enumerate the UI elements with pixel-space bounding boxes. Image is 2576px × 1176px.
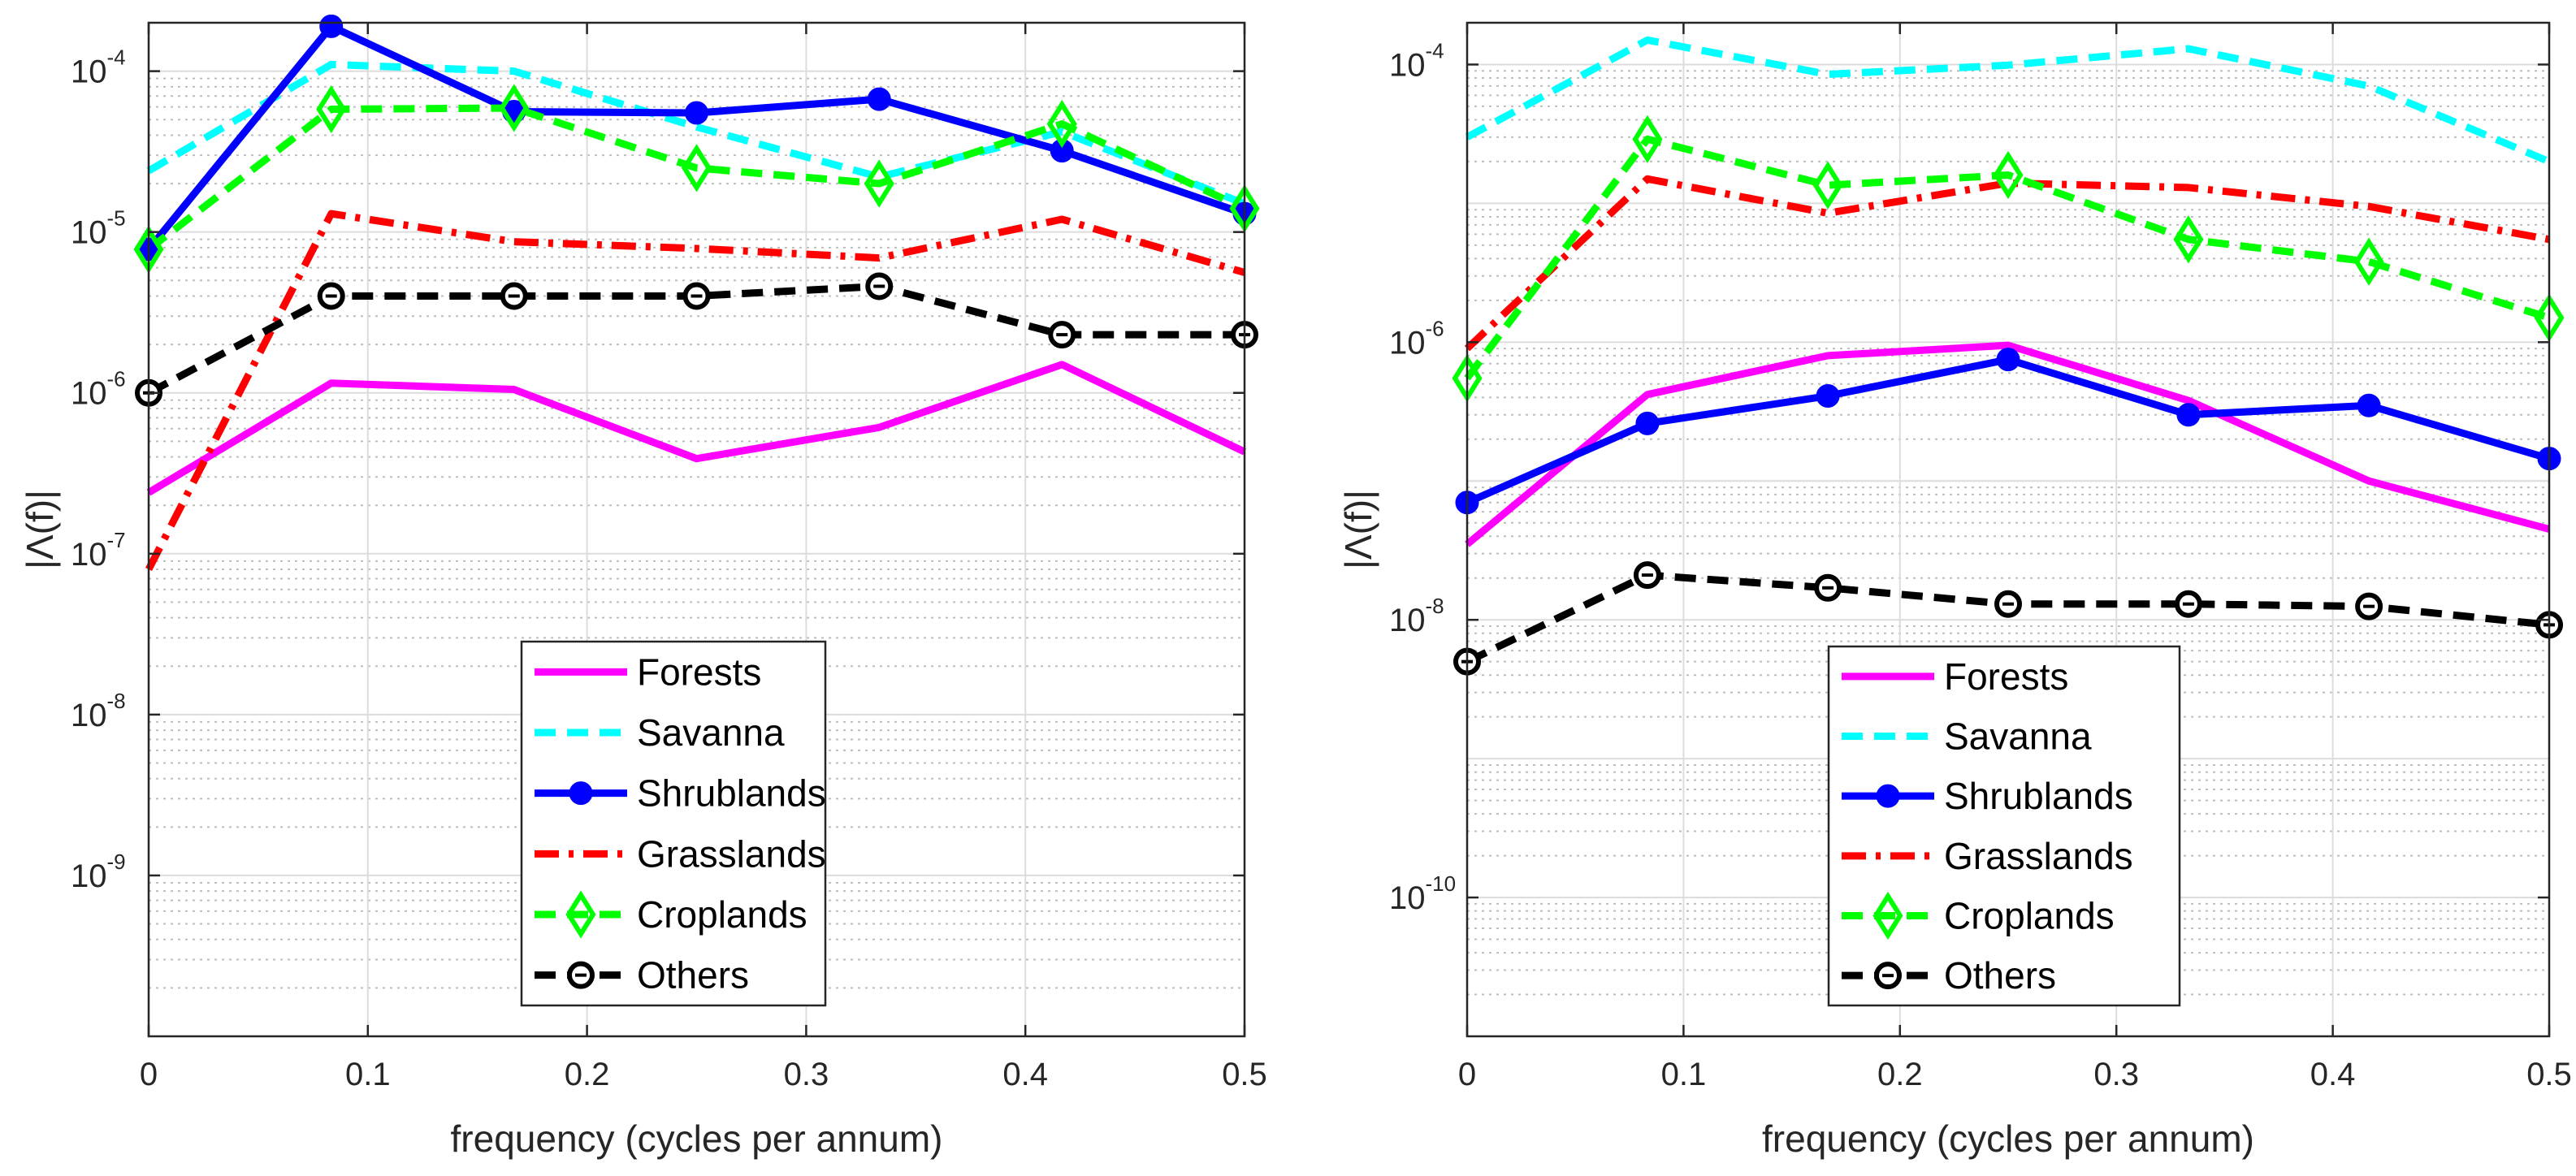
data-point-shrublands (1637, 413, 1658, 434)
legend: Forests Savanna Shrublands Grasslands Cropla… (1829, 646, 2180, 1005)
figure-canvas: 0 0.1 0.2 0.3 0.4 0.5 10-9 10-8 10-7 10-6 10-5 10-4… (0, 0, 2576, 1176)
y-tick-exponent: -10 (1426, 871, 1457, 896)
legend-label-savanna: Savanna (1944, 716, 2092, 758)
legend-label-shrublands: Shrublands (1944, 775, 2133, 817)
y-axis-label: |Λ(f)| (1337, 490, 1379, 569)
y-tick-label: 10-8 (71, 689, 126, 733)
y-tick-label: 10-4 (71, 45, 126, 90)
y-tick-label: 10-5 (71, 206, 126, 251)
legend-label-others: Others (1944, 954, 2056, 997)
right-chart: 0 0.1 0.2 0.3 0.4 0.5 10-10 10-8 10-6 10-4 frequen… (1337, 23, 2572, 1160)
legend-label-croplands: Croplands (1944, 895, 2115, 937)
y-tick-label: 10-8 (1389, 594, 1444, 638)
legend-label-forests: Forests (1944, 655, 2068, 698)
x-tick-label: 0.4 (2310, 1057, 2356, 1092)
x-tick-label: 0.3 (784, 1057, 829, 1092)
y-tick-label: 10-9 (71, 850, 126, 894)
y-tick-label: 10-7 (71, 528, 126, 573)
data-point-shrublands (868, 89, 890, 110)
x-tick-label: 0.1 (1661, 1057, 1707, 1092)
x-axis-label: frequency (cycles per annum) (1762, 1118, 2254, 1160)
x-tick-label: 0.1 (345, 1057, 391, 1092)
data-point-shrublands (321, 15, 342, 37)
data-point-shrublands (1998, 349, 2019, 370)
x-tick-label: 0 (1458, 1057, 1476, 1092)
data-point-shrublands (2178, 404, 2199, 426)
y-tick-label: 10-6 (71, 367, 126, 412)
x-axis-label: frequency (cycles per annum) (451, 1118, 943, 1160)
y-tick-exponent: -8 (1426, 594, 1444, 618)
y-tick-exponent: -4 (107, 45, 126, 70)
legend-label-shrublands: Shrublands (637, 772, 826, 815)
legend-label-others: Others (637, 954, 749, 997)
x-tick-label: 0.2 (1877, 1057, 1923, 1092)
x-tick-label: 0.4 (1002, 1057, 1048, 1092)
legend: Forests Savanna Shrublands Grasslands Cropla… (522, 642, 826, 1005)
y-tick-label: 10-4 (1389, 38, 1444, 83)
x-tick-label: 0.3 (2093, 1057, 2139, 1092)
data-point-shrublands (2358, 395, 2379, 416)
y-tick-exponent: -4 (1426, 38, 1444, 63)
x-tick-label: 0 (140, 1057, 158, 1092)
x-tick-label: 0.5 (2526, 1057, 2572, 1092)
data-point-shrublands (686, 102, 708, 123)
y-tick-exponent: -9 (107, 850, 126, 874)
y-tick-exponent: -8 (107, 689, 126, 713)
legend-marker-shrublands (570, 783, 591, 804)
left-chart: 0 0.1 0.2 0.3 0.4 0.5 10-9 10-8 10-7 10-6 10-5 10-4… (19, 15, 1267, 1160)
legend-label-grasslands: Grasslands (1944, 835, 2133, 877)
legend-marker-shrublands (1877, 785, 1898, 806)
x-tick-label: 0.5 (1222, 1057, 1267, 1092)
y-tick-exponent: -7 (107, 528, 126, 552)
legend-box (1829, 646, 2180, 1005)
y-tick-exponent: -5 (107, 206, 126, 231)
legend-label-savanna: Savanna (637, 711, 785, 754)
y-tick-exponent: -6 (1426, 316, 1444, 340)
y-tick-label: 10-6 (1389, 316, 1444, 361)
legend-box (522, 642, 825, 1005)
x-tick-label: 0.2 (565, 1057, 610, 1092)
y-axis-label: |Λ(f)| (19, 490, 61, 569)
y-tick-label: 10-10 (1389, 871, 1456, 916)
data-point-shrublands (1817, 386, 1838, 407)
y-tick-exponent: -6 (107, 367, 126, 391)
legend-label-grasslands: Grasslands (637, 832, 826, 875)
legend-label-forests: Forests (637, 651, 761, 693)
legend-label-croplands: Croplands (637, 893, 807, 936)
